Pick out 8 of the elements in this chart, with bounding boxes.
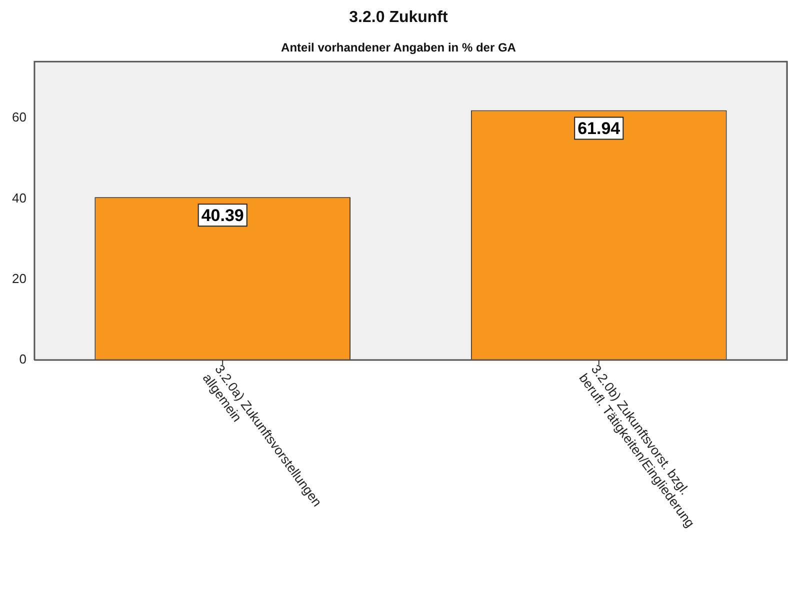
chart-subtitle: Anteil vorhandener Angaben in % der GA [281, 40, 516, 55]
y-tick-label: 60 [12, 110, 26, 125]
data-label: 61.94 [578, 118, 621, 138]
y-tick-label: 0 [19, 352, 26, 367]
chart-title: 3.2.0 Zukunft [349, 9, 449, 26]
y-tick-label: 20 [12, 270, 26, 286]
y-tick-label: 40 [12, 190, 26, 206]
data-label: 40.39 [201, 206, 244, 225]
